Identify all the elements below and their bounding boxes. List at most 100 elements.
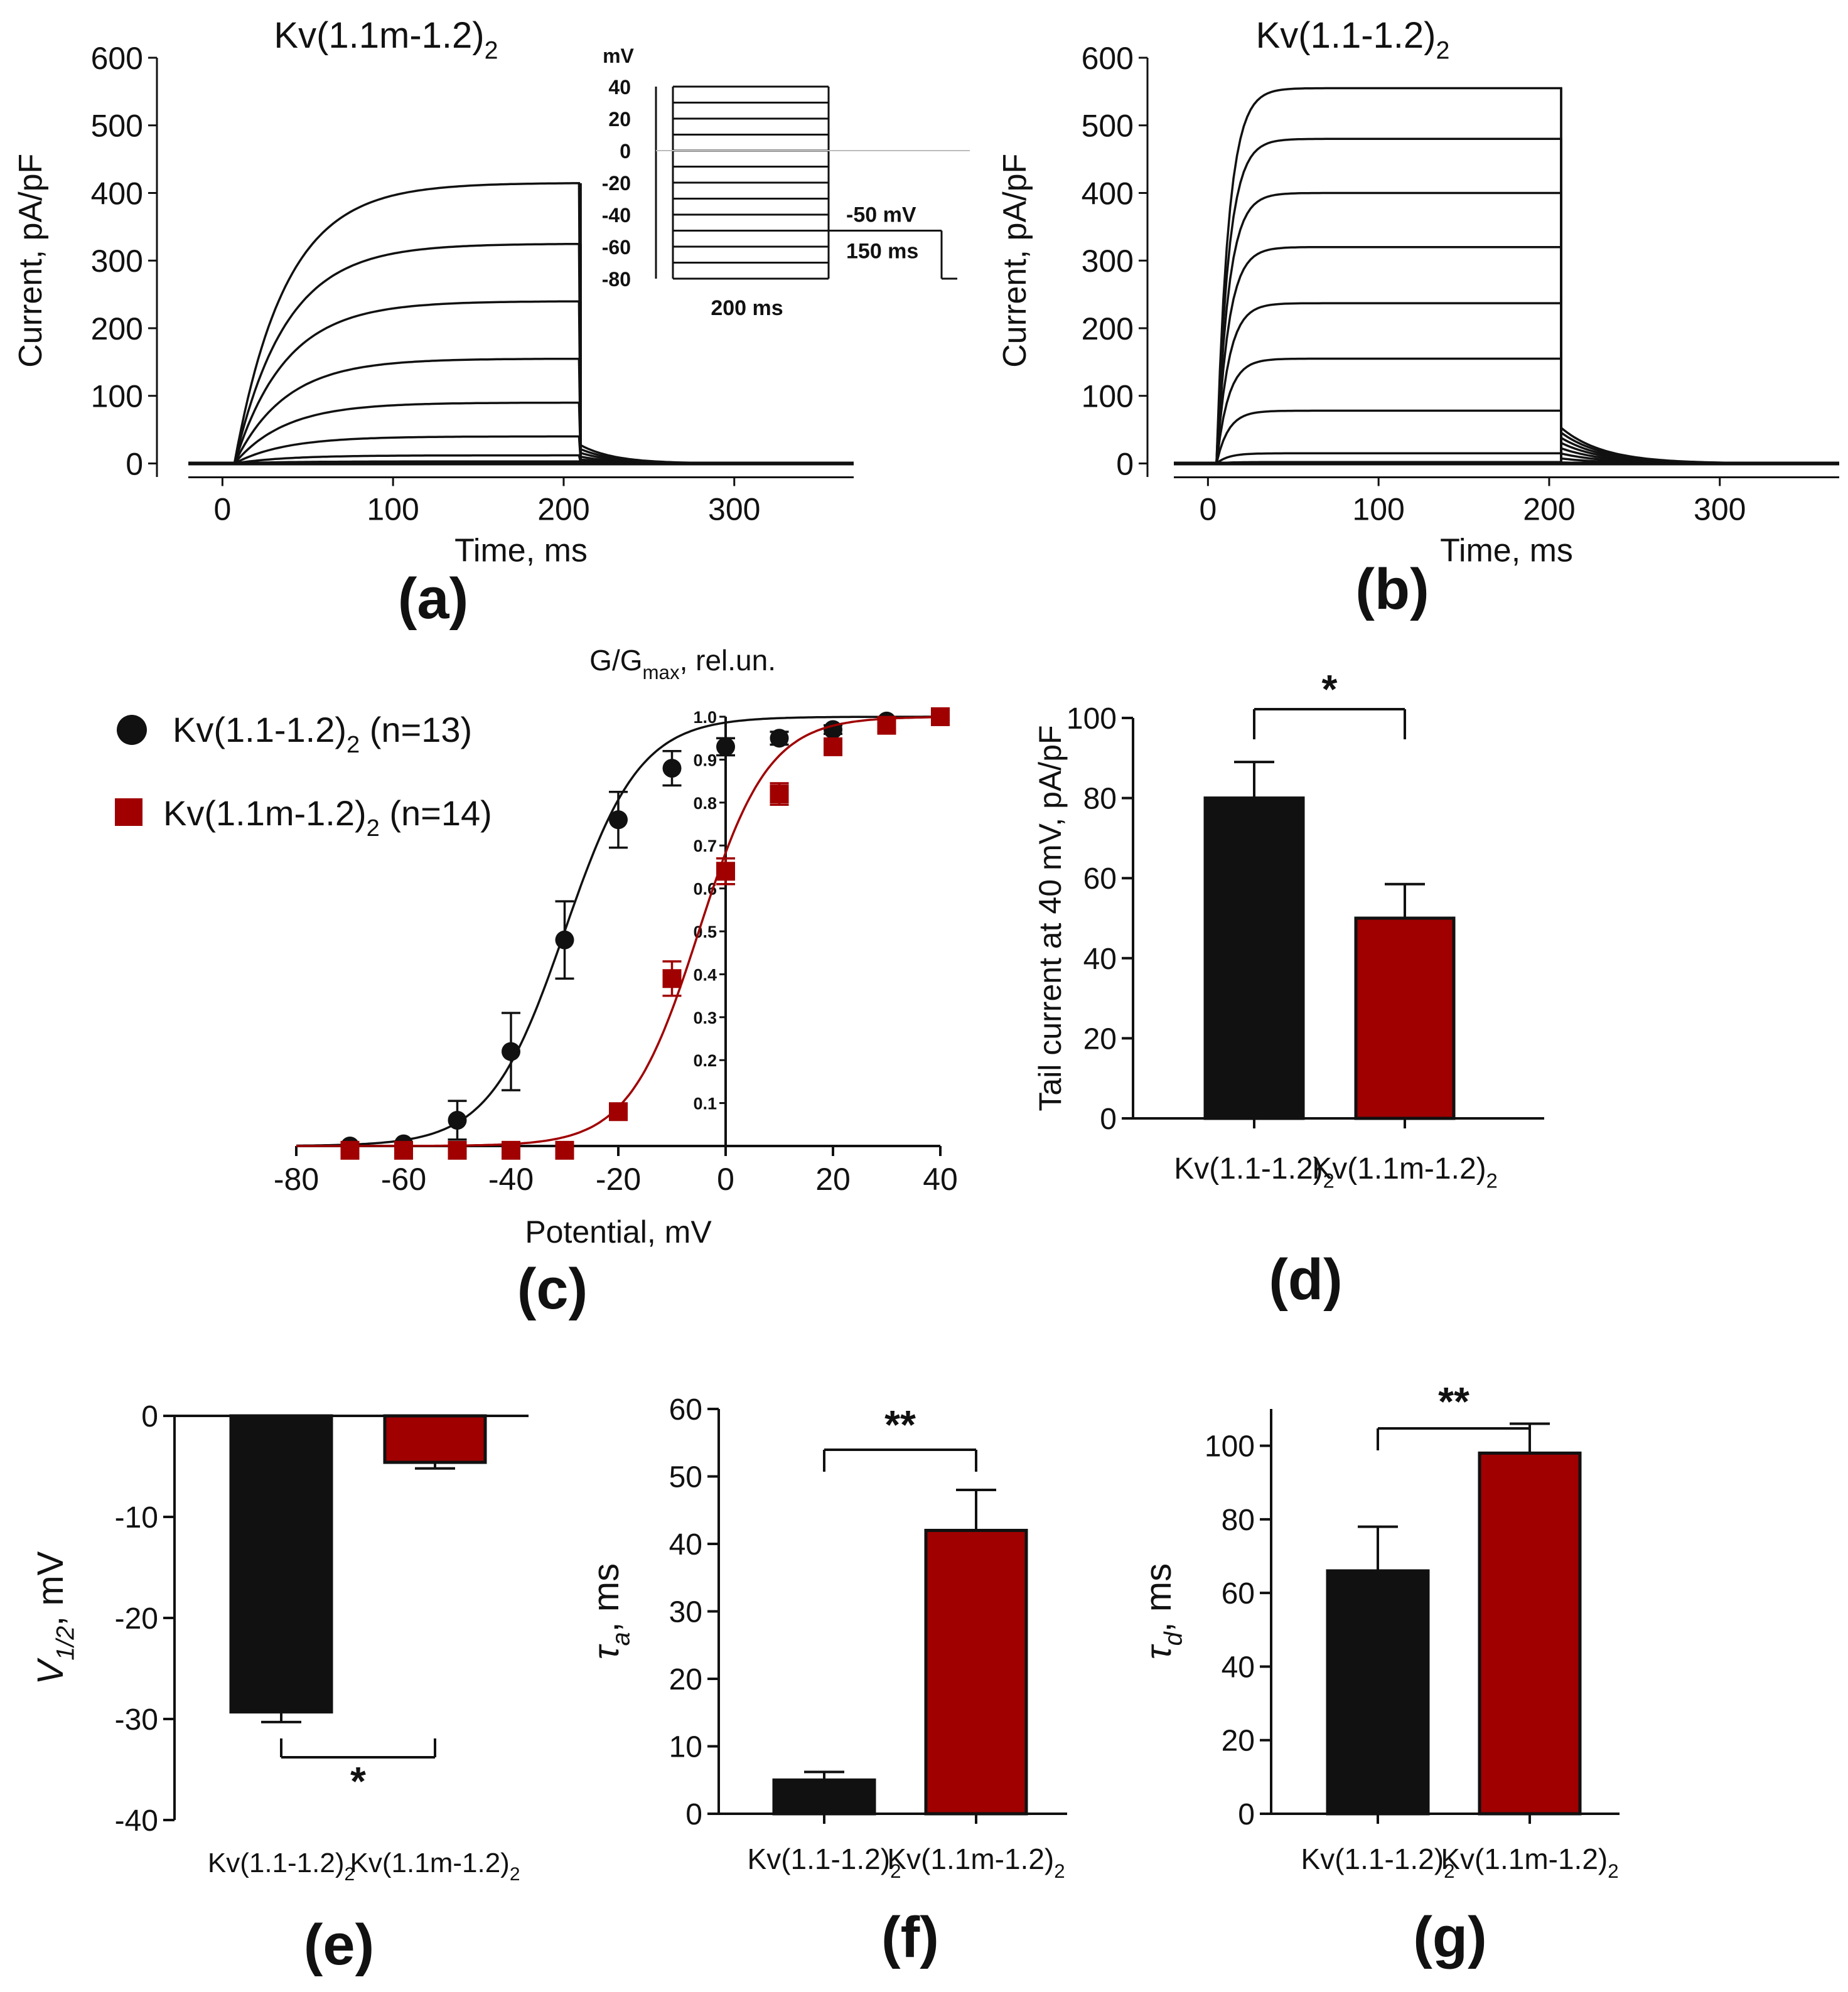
data-point — [662, 969, 682, 988]
legend-label: Kv(1.1m-1.2)2 (n=14) — [163, 793, 492, 842]
data-point — [555, 1140, 574, 1160]
legend-n: (n=13) — [370, 710, 472, 749]
y-axis-label: Current, pA/pF — [997, 154, 1033, 368]
x-tick-label: 100 — [1352, 491, 1404, 527]
current-trace — [188, 182, 854, 465]
panel-label: (a) — [398, 567, 468, 631]
y-tick-label: 400 — [1082, 176, 1134, 211]
panel-c-conductance-voltage: -80 -60 -40 -20 0 20 40 Potential, mV 0.1 0.2 0.3 0… — [115, 644, 958, 1321]
inset-y-label: -80 — [602, 268, 631, 291]
legend-label-main: Kv(1.1m-1.2) — [163, 793, 367, 833]
legend-label-tail — [360, 710, 370, 749]
panel-label: (e) — [304, 1913, 374, 1977]
inset-tail-voltage: -50 mV — [846, 203, 916, 227]
y-tick-label: 0 — [1238, 1798, 1255, 1831]
y-tick-label: 0 — [1116, 446, 1134, 481]
current-trace — [1174, 87, 1840, 465]
x-axis-label: Time, ms — [1440, 532, 1573, 569]
data-point — [931, 707, 950, 726]
category-label-sub: 2 — [510, 1864, 520, 1885]
y-tick-label: 400 — [91, 176, 143, 211]
panel-title-sub: 2 — [485, 36, 498, 64]
y-tick-label: 30 — [669, 1596, 702, 1629]
category-label: Kv(1.1-1.2)2 — [208, 1848, 355, 1885]
inset-unit-label: mV — [603, 45, 634, 67]
y-axis-label-sub: a — [607, 1632, 635, 1646]
category-label-sub: 2 — [1608, 1860, 1618, 1882]
x-tick-label: -20 — [596, 1162, 641, 1197]
bar — [229, 1414, 333, 1714]
category-label-sub: 2 — [1323, 1169, 1335, 1192]
data-point — [502, 1042, 520, 1061]
category-label: Kv(1.1m-1.2)2 — [1312, 1152, 1498, 1192]
y-tick-label: 20 — [1083, 1022, 1117, 1056]
x-tick-label: 300 — [1694, 491, 1746, 527]
current-trace — [188, 242, 854, 465]
y-tick-label: 100 — [1205, 1430, 1255, 1464]
x-tick-label: 300 — [708, 491, 760, 527]
bar — [924, 1529, 1028, 1816]
legend-marker — [117, 715, 147, 745]
y-tick-label: 0 — [685, 1798, 702, 1831]
x-axis-label: Time, ms — [454, 532, 588, 569]
category-label: Kv(1.1m-1.2)2 — [887, 1843, 1065, 1882]
legend-label-tail — [380, 793, 390, 833]
y-tick-label: 500 — [1082, 109, 1134, 144]
legend-label-main: Kv(1.1-1.2) — [173, 710, 346, 749]
current-trace — [1174, 245, 1840, 465]
y-tick-label: 40 — [1083, 943, 1117, 976]
significance-marker: * — [350, 1759, 366, 1804]
category-label-sub: 2 — [345, 1864, 355, 1885]
legend-n: (n=14) — [389, 793, 492, 833]
y-tick-label: 200 — [91, 311, 143, 346]
y-tick-label: 10 — [669, 1731, 702, 1764]
y-axis-label-main: τ — [1138, 1644, 1179, 1659]
y-tick-label: 300 — [1082, 244, 1134, 279]
data-point — [824, 737, 842, 756]
y-tick-label: 60 — [1083, 862, 1117, 896]
y-tick-label: -40 — [115, 1804, 158, 1838]
y-tick-label: 80 — [1222, 1504, 1255, 1537]
y-tick-label: 0 — [126, 446, 143, 481]
x-tick-label: 0 — [717, 1162, 734, 1197]
x-tick-label: -40 — [488, 1162, 534, 1197]
bar — [1203, 796, 1305, 1120]
panel-f-tau-activation-bars: 0102030405060Kv(1.1-1.2)2Kv(1.1m-1.2)2**… — [586, 1393, 1067, 1969]
category-label-sub: 2 — [890, 1860, 901, 1882]
y-tick-label: 100 — [1066, 702, 1117, 736]
y-tick-label: 60 — [669, 1393, 702, 1427]
y-tick-label: 60 — [1222, 1577, 1255, 1610]
category-label-sub: 2 — [1486, 1169, 1498, 1192]
category-label: Kv(1.1-1.2)2 — [1301, 1843, 1455, 1882]
panel-label: (b) — [1355, 557, 1429, 621]
bar — [383, 1414, 487, 1464]
panel-title-main: Kv(1.1-1.2) — [1256, 15, 1436, 56]
category-label: Kv(1.1-1.2)2 — [1174, 1152, 1335, 1192]
x-tick-label: 20 — [815, 1162, 851, 1197]
panel-title: Kv(1.1-1.2)2 — [1256, 15, 1450, 64]
y-tick-label: 0 — [141, 1400, 158, 1433]
legend-label-sub: 2 — [367, 815, 380, 842]
data-point — [555, 930, 574, 950]
category-label-sub: 2 — [1054, 1860, 1065, 1882]
y-axis-label: V1/2, mV — [30, 1551, 79, 1684]
fit-curve — [296, 715, 940, 1147]
y-axis-label-sub: d — [1159, 1631, 1187, 1646]
y-tick-label: 80 — [1083, 783, 1117, 816]
data-point — [609, 810, 628, 830]
y-tick-label: 40 — [1222, 1651, 1255, 1684]
data-point — [340, 1140, 360, 1160]
y-tick-label: 0 — [1100, 1103, 1117, 1136]
x-tick-label: 100 — [367, 491, 419, 527]
category-label-main: Kv(1.1-1.2) — [208, 1848, 345, 1878]
category-label-main: Kv(1.1-1.2) — [1301, 1843, 1444, 1875]
panel-label: (g) — [1413, 1905, 1486, 1969]
data-point — [448, 1110, 467, 1130]
data-point — [824, 720, 842, 739]
y-tick-label: 0.2 — [693, 1051, 717, 1070]
y-tick-label: 0.7 — [693, 837, 717, 855]
panel-title: Kv(1.1m-1.2)2 — [274, 15, 498, 64]
y-axis-label-tail: , rel.un. — [680, 644, 776, 677]
bar — [1354, 916, 1456, 1120]
